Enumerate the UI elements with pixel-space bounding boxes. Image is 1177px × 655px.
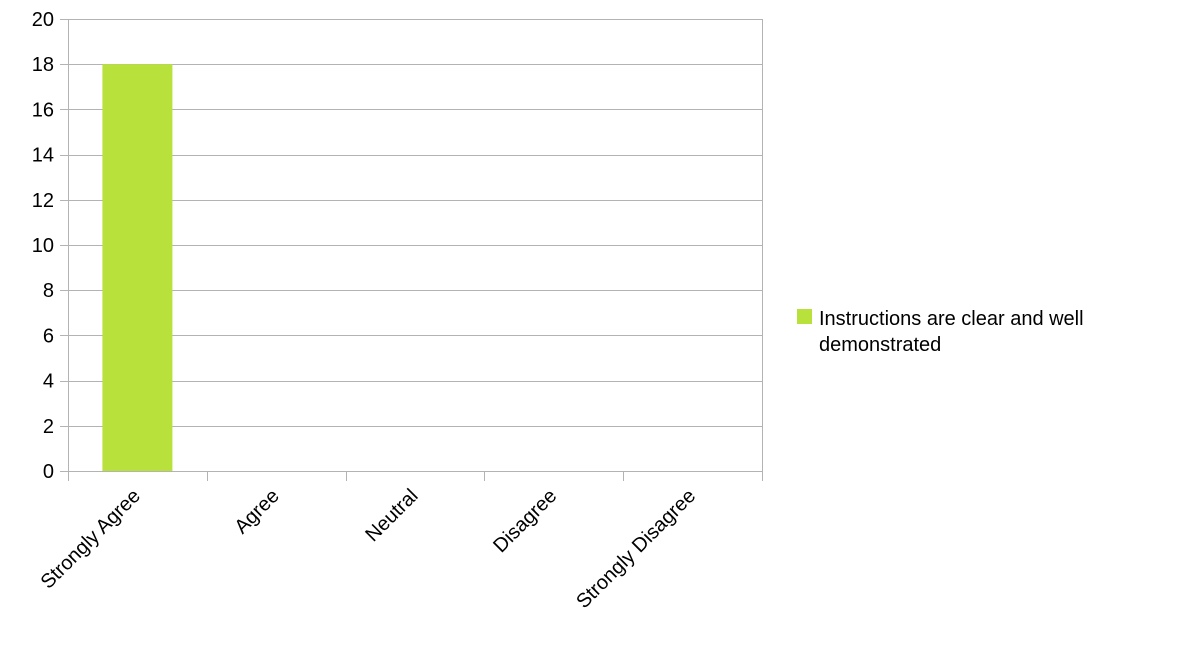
bar <box>102 64 173 471</box>
y-tick-label: 16 <box>32 99 54 121</box>
legend: Instructions are clear and well demonstr… <box>797 306 1167 358</box>
y-tick-label: 18 <box>32 54 54 76</box>
x-axis-tick-labels: Strongly Agree Agree Neutral Disagree Strong… <box>37 485 701 613</box>
y-tick-label: 10 <box>32 235 54 257</box>
x-tick-label: Strongly Disagree <box>572 485 700 613</box>
x-tick-label: Strongly Agree <box>37 485 145 593</box>
bars <box>102 64 173 471</box>
y-tick-label: 8 <box>43 280 54 302</box>
y-tick-label: 6 <box>43 325 54 347</box>
y-tick-label: 2 <box>43 416 54 438</box>
axes <box>60 19 763 481</box>
y-tick-label: 12 <box>32 190 54 212</box>
y-tick-label: 14 <box>32 145 54 167</box>
x-tick-label: Disagree <box>489 485 561 557</box>
y-tick-label: 4 <box>43 371 54 393</box>
gridlines <box>68 19 762 427</box>
y-axis-tick-labels: 0 2 4 6 8 10 12 14 16 18 20 <box>32 9 54 483</box>
y-tick-label: 0 <box>43 461 54 483</box>
x-tick-label: Agree <box>230 485 283 538</box>
legend-swatch <box>797 309 812 324</box>
y-tick-label: 20 <box>32 9 54 31</box>
x-tick-label: Neutral <box>361 485 422 546</box>
legend-series-label: Instructions are clear and well demonstr… <box>819 308 1084 356</box>
